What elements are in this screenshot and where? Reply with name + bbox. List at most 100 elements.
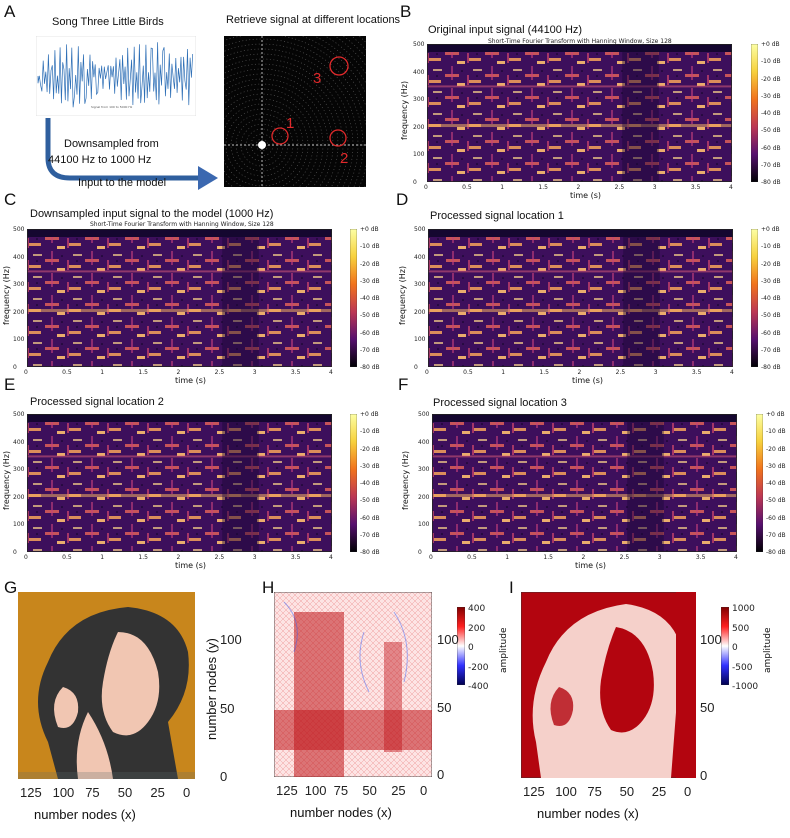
xtick-b: 3 [652,184,657,191]
colorbar-tick-h: 400 [468,604,486,614]
xtick-e: 1.5 [138,554,148,561]
panel-title-e: Processed signal location 2 [30,396,164,408]
xtick-b: 3.5 [690,184,701,191]
colorbar-tick-d: -20 dB [761,260,781,268]
ytick-f: 300 [418,466,430,474]
stft-subtitle-b: Short-Time Fourier Transform with Hannin… [488,38,672,45]
colorbar-tick-b: -40 dB [761,110,781,117]
amplitude-map-i [521,592,696,778]
diffraction-image: 1 2 3 [224,36,366,187]
ytick-d: 100 [414,336,426,344]
node-ytick-g: 100 [220,632,242,647]
xtick-e: 3 [252,554,257,561]
node-xtick-g: 0 [183,785,191,800]
ytick-d: 300 [414,281,426,289]
song-title: Song Three Little Birds [52,16,164,28]
colorbar-tick-e: -20 dB [360,445,380,453]
node-xtick-i: 125 [523,784,545,799]
node-xlabel-h: number nodes (x) [290,805,392,820]
node-ytick-i: 0 [700,768,708,783]
xtick-f: 2.5 [619,554,630,561]
xtick-e: 2 [176,554,181,561]
node-xtick-g: 100 [52,785,75,800]
colorbar-tick-i: 500 [732,623,750,634]
xtick-d: 2.5 [615,369,626,376]
xlabel-e: time (s) [175,561,207,570]
node-xtick-h: 75 [333,783,349,798]
xtick-f: 4 [734,554,738,561]
xtick-e: 4 [329,554,333,561]
colorbar-b [750,43,759,183]
colorbar-tick-b: -20 dB [761,75,781,83]
xtick-b: 0.5 [462,184,472,191]
node-xtick-h: 25 [391,783,406,798]
spectrogram-e [27,414,332,552]
ytick-b: 100 [413,151,425,159]
downsample-arrow [45,118,218,190]
xtick-d: 3.5 [691,369,702,376]
ytick-b: 200 [413,123,425,131]
colorbar-tick-b: -50 dB [761,127,781,135]
panel-letter-g: G [4,578,18,597]
ytick-f: 0 [418,549,422,556]
ylabel-d: frequency (Hz) [398,265,407,325]
ytick-e: 500 [13,411,25,418]
ylabel-c: frequency (Hz) [2,265,11,325]
ytick-d: 0 [414,364,418,371]
colorbar-c [349,228,358,368]
ytick-e: 100 [13,521,25,529]
colorbar-h [457,607,465,685]
colorbar-tick-e: +0 dB [360,411,379,418]
xtick-e: 1 [100,554,105,561]
colorbar-d [750,228,759,368]
xtick-e: 0.5 [62,554,72,561]
colorbar-tick-i: -1000 [732,682,759,692]
node-xtick-h: 0 [420,783,428,798]
colorbar-tick-d: -80 dB [761,364,781,371]
ytick-f: 100 [418,521,430,529]
colorbar-tick-d: -10 dB [761,243,781,251]
xtick-d: 1.5 [539,369,549,376]
colorbar-tick-e: -10 dB [360,428,380,436]
ytick-c: 0 [13,364,17,371]
xtick-c: 4 [329,369,333,376]
colorbar-tick-f: +0 dB [766,411,785,418]
node-ytick-h: 100 [437,632,459,647]
spectrogram-c [27,229,332,367]
panel-title-b: Original input signal (44100 Hz) [428,24,583,36]
location-2-circle [329,129,347,147]
ytick-c: 200 [13,308,25,316]
panel-letter-d: D [396,190,409,209]
xtick-b: 4 [729,184,733,191]
node-xlabel-g: number nodes (x) [34,807,136,822]
node-xtick-g: 75 [85,785,100,800]
amplitude-map-h [274,592,432,777]
ytick-f: 200 [418,493,430,501]
xtick-d: 0 [425,369,429,376]
xtick-d: 2 [577,369,582,376]
node-xtick-i: 75 [587,784,602,799]
node-xtick-i: 0 [684,784,692,799]
xtick-c: 2.5 [214,369,225,376]
colorbar-tick-f: -80 dB [766,549,786,556]
colorbar-tick-f: -40 dB [766,480,786,487]
colorbar-tick-c: -80 dB [360,364,380,371]
colorbar-tick-b: -30 dB [761,92,781,100]
colorbar-tick-e: -70 dB [360,531,380,539]
colorbar-tick-c: -20 dB [360,260,380,268]
xtick-b: 1.5 [538,184,548,191]
waveform-legend: Signal from 100 to 5000 Hz [91,105,133,109]
location-3-label: 3 [313,70,321,87]
node-ytick-i: 50 [700,700,715,715]
panel-letter-i: I [509,578,514,597]
ytick-e: 200 [13,493,25,501]
ytick-c: 500 [13,226,25,233]
ytick-c: 100 [13,336,25,344]
xtick-c: 3.5 [290,369,301,376]
panel-title-f: Processed signal location 3 [433,397,567,409]
xtick-f: 3.5 [695,554,706,561]
colorbar-tick-e: -30 dB [360,462,380,470]
panel-letter-b: B [400,2,412,21]
ylabel-e: frequency (Hz) [2,450,11,510]
ytick-d: 400 [414,253,426,261]
